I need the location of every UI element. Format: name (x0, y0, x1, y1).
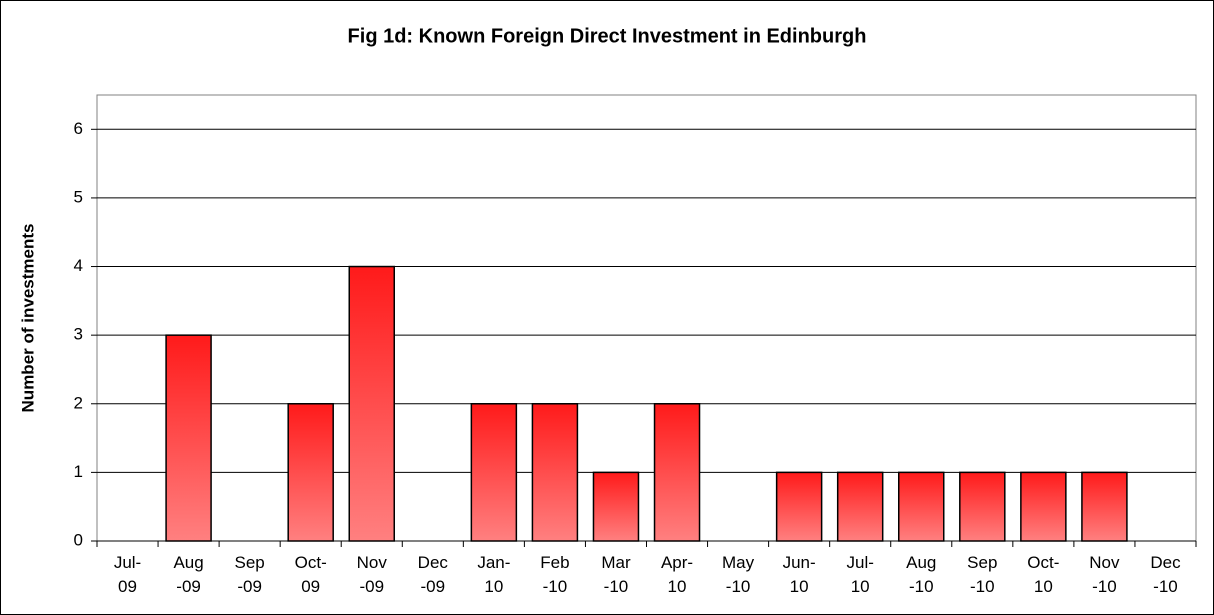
bar (653, 403, 701, 542)
y-axis-label: Number of investments (18, 224, 37, 413)
x-tick-label: Jan-10 (477, 553, 511, 596)
bar (287, 403, 334, 542)
y-tick-label: 1 (74, 462, 83, 481)
x-tick-label: Dec-10 (1150, 553, 1181, 596)
bar (959, 471, 1006, 542)
bar (1081, 471, 1128, 542)
x-tick-label: Sep-09 (234, 553, 265, 596)
bar (898, 471, 945, 542)
bar (165, 334, 212, 542)
x-tick-label: Feb-10 (540, 553, 570, 596)
x-tick-label: Nov-10 (1089, 553, 1120, 596)
x-tick-label: Jul-10 (846, 553, 874, 596)
x-tick-label: Mar-10 (601, 553, 631, 596)
bar (1020, 471, 1067, 542)
bar (592, 471, 640, 542)
x-tick-label: Jun-10 (782, 553, 816, 596)
x-tick-label: Aug-10 (906, 553, 937, 596)
bar (531, 403, 579, 542)
y-tick-label: 6 (74, 119, 83, 138)
y-tick-label: 4 (74, 256, 83, 275)
y-tick-label: 3 (74, 325, 83, 344)
x-tick-label: Nov-09 (356, 553, 387, 596)
bar (836, 471, 884, 542)
y-tick-label: 2 (74, 393, 83, 412)
x-tick-label: Apr-10 (660, 553, 694, 596)
y-tick-label: 0 (74, 530, 83, 549)
bar (348, 265, 395, 542)
x-tick-label: Aug-09 (173, 553, 204, 596)
x-tick-label: Sep-10 (967, 553, 998, 596)
x-tick-label: Dec-09 (417, 553, 448, 596)
chart-title: Fig 1d: Known Foreign Direct Investment … (348, 25, 867, 47)
x-tick-label: Oct-10 (1027, 553, 1060, 596)
x-tick-label: Oct-09 (294, 553, 327, 596)
x-tick-label: May-10 (722, 553, 755, 596)
y-tick-label: 5 (74, 187, 83, 206)
bar (775, 471, 823, 542)
x-tick-label: Jul-09 (113, 553, 142, 596)
bar (470, 403, 518, 542)
